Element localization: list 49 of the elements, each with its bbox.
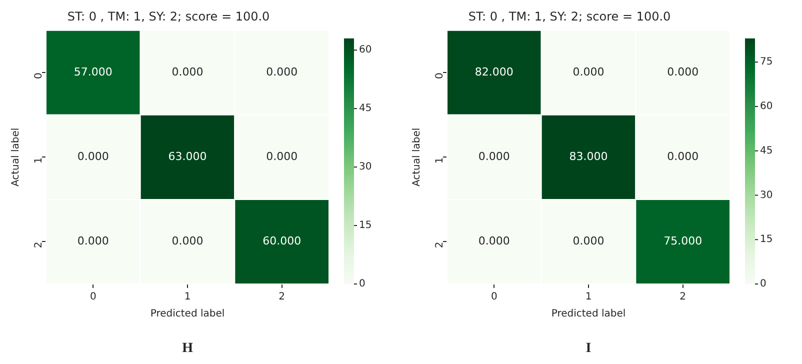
data-label: 0.000 <box>667 150 699 164</box>
data-label: 0.000 <box>667 66 699 79</box>
x-tick-label: 2 <box>278 292 286 303</box>
y-axis-title: Actual label <box>10 128 22 187</box>
text: I <box>586 341 592 356</box>
color-bar-label: 0 <box>359 278 366 290</box>
data-label: 0.000 <box>572 66 604 79</box>
y-axis-title: Actual label <box>412 128 423 187</box>
data-label: 0.000 <box>572 234 604 248</box>
y-tick-label: 1 <box>434 157 446 164</box>
data-label: 0.000 <box>266 66 298 79</box>
color-bar-label: 45 <box>359 103 372 114</box>
color-bar-label: 60 <box>760 101 773 112</box>
x-tick-label: 2 <box>680 292 686 303</box>
data-label: 60.000 <box>262 234 302 248</box>
data-label: 57.000 <box>74 66 112 79</box>
data-label: 0.000 <box>478 234 510 248</box>
color-bar-label: 75 <box>760 56 773 68</box>
y-tick-label: 0 <box>434 72 446 80</box>
text: H <box>182 341 194 356</box>
y-tick-label: 2 <box>434 242 446 248</box>
color-bar-label: 0 <box>760 278 766 290</box>
x-axis-title: Predicted label <box>551 308 626 320</box>
y-tick-label: 2 <box>34 242 45 248</box>
data-label: 0.000 <box>77 234 109 248</box>
x-axis-title: Predicted label <box>150 308 225 320</box>
x-tick-label: 0 <box>90 292 96 303</box>
color-bar-label: 15 <box>760 234 773 246</box>
data-label: 63.000 <box>168 150 207 164</box>
chart-title: ST: 0 , TM: 1, SY: 2; score = 100.0 <box>67 9 270 24</box>
x-tick-label: 1 <box>585 292 592 303</box>
data-label: 0.000 <box>172 234 204 248</box>
chart-title: ST: 0 , TM: 1, SY: 2; score = 100.0 <box>468 9 671 24</box>
data-label: 0.000 <box>266 150 298 164</box>
color-bar-label: 45 <box>760 145 773 156</box>
data-label: 82.000 <box>474 66 514 79</box>
data-label: 75.000 <box>664 234 702 248</box>
data-label: 0.000 <box>77 150 109 164</box>
x-tick-label: 0 <box>490 292 498 303</box>
data-label: 83.000 <box>569 150 608 164</box>
color-bar-label: 30 <box>359 162 372 173</box>
color-bar-label: 15 <box>359 220 372 232</box>
data-label: 0.000 <box>172 66 204 79</box>
color-bar-label: 30 <box>760 190 773 201</box>
data-label: 0.000 <box>478 150 510 164</box>
color-bar-label: 60 <box>359 44 372 56</box>
x-tick-label: 1 <box>184 292 191 303</box>
y-tick-label: 0 <box>34 72 45 80</box>
y-tick-label: 1 <box>34 157 45 164</box>
